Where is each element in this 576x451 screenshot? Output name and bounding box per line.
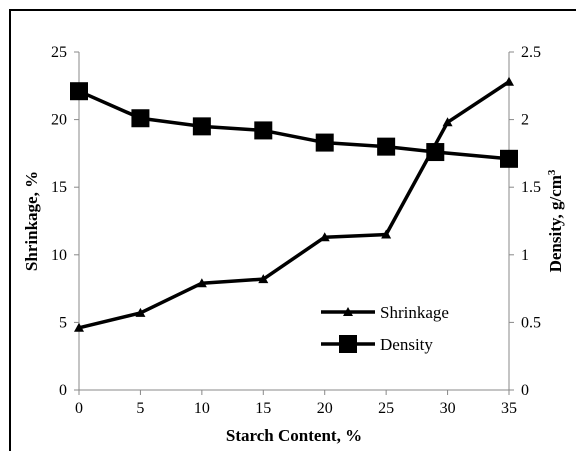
x-tick-label: 15: [255, 400, 271, 417]
density-point: [131, 109, 150, 128]
y-axis-title-right: Density, g/cm3: [546, 169, 565, 272]
y-tick-label-left: 0: [59, 382, 67, 399]
y-tick-label-left: 20: [51, 112, 67, 129]
chart-frame: [9, 9, 576, 451]
legend: Shrinkage Density: [321, 303, 449, 354]
shrinkage-series-line: [78, 80, 510, 330]
density-point: [254, 121, 273, 140]
shrinkage-point: [74, 322, 84, 332]
shrinkage-point: [258, 274, 269, 284]
x-tick-label: 20: [317, 400, 333, 417]
shrinkage-point: [196, 278, 207, 288]
legend-shrinkage-marker: [343, 307, 353, 316]
axes: [78, 52, 510, 391]
shrinkage-point: [319, 232, 330, 242]
y-tick-label-right: 1: [521, 247, 529, 264]
x-axis-title: Starch Content, %: [226, 426, 362, 445]
shrinkage-point: [504, 76, 514, 86]
series-markers: [70, 76, 518, 332]
y-tick-label-right: 2.5: [521, 44, 541, 61]
legend-density-label: Density: [380, 335, 433, 354]
y-tick-label-right: 0.5: [521, 314, 541, 331]
y2-label-main: Density, g/cm: [546, 175, 565, 272]
legend-density-marker: [339, 335, 357, 353]
y-tick-label-right: 0: [521, 382, 529, 399]
shrinkage-point: [135, 307, 146, 317]
x-tick-label: 30: [440, 400, 456, 417]
density-point: [70, 82, 88, 101]
y-tick-label-left: 10: [51, 247, 67, 264]
legend-shrinkage-label: Shrinkage: [380, 303, 449, 322]
x-tick-label: 5: [136, 400, 144, 417]
y-tick-label-right: 1.5: [521, 179, 541, 196]
density-point: [315, 133, 334, 152]
y-tick-label-right: 2: [521, 112, 529, 129]
x-tick-label: 10: [194, 400, 210, 417]
x-tick-label: 35: [501, 400, 517, 417]
y-tick-label-left: 5: [59, 314, 67, 331]
density-point: [500, 149, 518, 168]
ticks: [74, 51, 514, 395]
shrinkage-point: [381, 229, 392, 239]
density-point: [426, 143, 445, 162]
x-tick-label: 0: [75, 400, 83, 417]
density-point: [192, 117, 211, 136]
shrinkage-point: [442, 117, 453, 127]
density-point: [377, 137, 396, 156]
y-tick-label-left: 25: [51, 44, 67, 61]
y-tick-label-left: 15: [51, 179, 67, 196]
x-tick-label: 25: [378, 400, 394, 417]
y-axis-title-left: Shrinkage, %: [22, 171, 41, 271]
y2-label-sup: 3: [546, 169, 558, 175]
